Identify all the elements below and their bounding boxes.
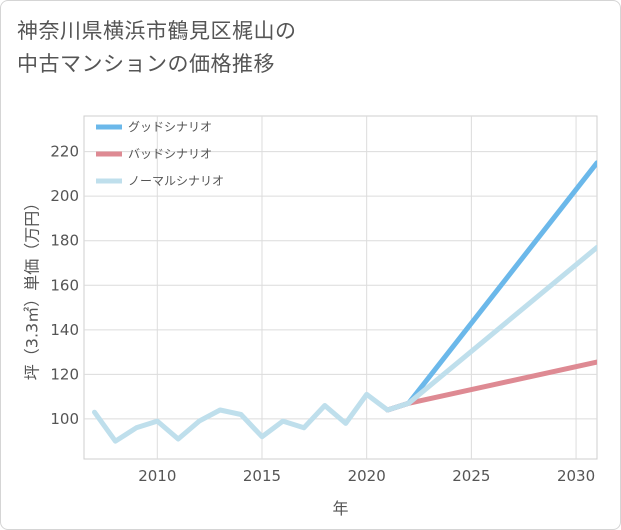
x-tick-label: 2020 (348, 467, 386, 485)
series-line-1 (385, 160, 597, 413)
x-axis-label: 年 (332, 499, 348, 518)
legend-label-3: ノーマルシナリオ (128, 174, 224, 188)
y-tick-label: 160 (50, 276, 79, 294)
chart-ticks: 2010 2015 2020 2025 2030 100 120 140 160 180 200 22… (50, 143, 595, 485)
y-tick-label: 200 (50, 187, 79, 205)
y-axis-label: 坪（3.3㎡）単価（万円） (23, 195, 42, 380)
chart-grid (83, 115, 598, 460)
x-tick-label: 2015 (243, 467, 281, 485)
x-tick-label: 2010 (138, 467, 176, 485)
chart-series (92, 160, 597, 444)
chart-title-line-1: 神奈川県横浜市鶴見区梶山の (17, 19, 297, 43)
y-tick-label: 140 (50, 321, 79, 339)
series-line-3 (92, 244, 597, 444)
plot-frame (83, 115, 598, 460)
y-tick-label: 100 (50, 410, 79, 428)
chart-title: 神奈川県横浜市鶴見区梶山の 中古マンションの価格推移 (17, 15, 297, 81)
y-tick-label: 220 (50, 143, 79, 161)
y-tick-label: 180 (50, 232, 79, 250)
y-tick-label: 120 (50, 365, 79, 383)
x-tick-label: 2025 (452, 467, 490, 485)
x-tick-label: 2030 (557, 467, 595, 485)
chart-title-line-2: 中古マンションの価格推移 (17, 52, 275, 76)
legend-label-2: バッドシナリオ (128, 147, 212, 161)
legend-label-1: グッドシナリオ (128, 120, 212, 134)
